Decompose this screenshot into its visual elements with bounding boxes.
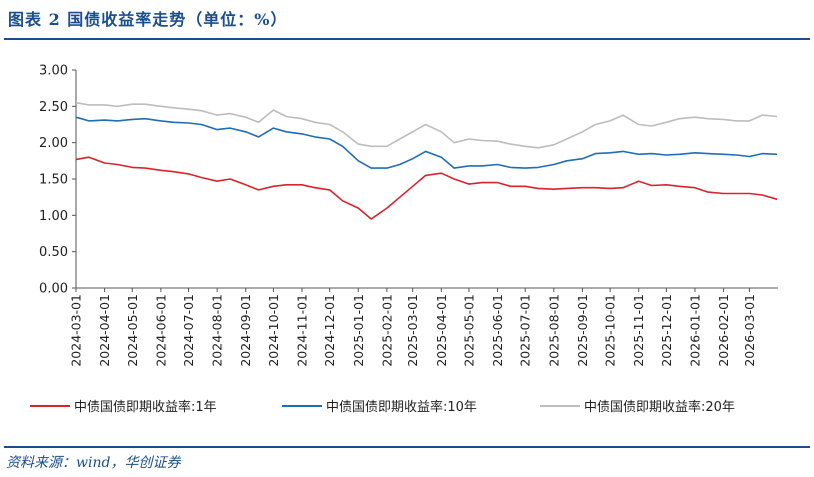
top-rule bbox=[4, 38, 810, 40]
legend-label: 中债国债即期收益率:10年 bbox=[326, 399, 477, 415]
figure-header: 图表 2 国债收益率走势（单位：%） bbox=[4, 0, 810, 40]
x-tick-label: 2024-07-01 bbox=[181, 294, 196, 367]
source-note: 资料来源：wind，华创证券 bbox=[6, 455, 181, 471]
x-tick-label: 2024-11-01 bbox=[295, 294, 310, 367]
x-tick-label: 2025-03-01 bbox=[405, 294, 420, 367]
x-tick-label: 2026-02-01 bbox=[716, 294, 731, 367]
y-tick-label: 1.50 bbox=[39, 173, 68, 188]
y-tick-label: 0.50 bbox=[39, 245, 68, 260]
x-tick-label: 2025-11-01 bbox=[631, 294, 646, 367]
x-tick-label: 2024-06-01 bbox=[153, 294, 168, 367]
y-tick-label: 2.00 bbox=[39, 136, 68, 151]
x-tick-label: 2024-04-01 bbox=[97, 294, 112, 367]
series-line-2 bbox=[75, 101, 778, 149]
x-tick-label: 2025-02-01 bbox=[379, 294, 394, 367]
legend-label: 中债国债即期收益率:20年 bbox=[584, 399, 735, 415]
x-tick-label: 2025-10-01 bbox=[603, 294, 618, 367]
y-tick-label: 3.00 bbox=[39, 64, 68, 79]
x-tick-label: 2024-08-01 bbox=[210, 294, 225, 367]
series-line-0 bbox=[75, 156, 778, 220]
x-tick-label: 2025-07-01 bbox=[518, 294, 533, 367]
x-tick-label: 2024-03-01 bbox=[69, 294, 84, 367]
x-tick-label: 2025-04-01 bbox=[434, 294, 449, 367]
y-tick-label: 0.00 bbox=[39, 282, 68, 297]
x-tick-label: 2026-01-01 bbox=[687, 294, 702, 367]
x-tick-label: 2024-12-01 bbox=[322, 294, 337, 367]
x-tick-label: 2025-05-01 bbox=[461, 294, 476, 367]
x-tick-label: 2026-03-01 bbox=[742, 294, 757, 367]
x-tick-label: 2024-09-01 bbox=[238, 294, 253, 367]
x-tick-label: 2024-05-01 bbox=[125, 294, 140, 367]
bottom-rule bbox=[4, 446, 810, 448]
x-tick-label: 2025-08-01 bbox=[546, 294, 561, 367]
figure-title: 图表 2 国债收益率走势（单位：%） bbox=[8, 10, 288, 29]
series-line-1 bbox=[75, 116, 778, 169]
x-tick-label: 2025-01-01 bbox=[351, 294, 366, 367]
y-tick-label: 1.00 bbox=[39, 209, 68, 224]
x-tick-label: 2025-12-01 bbox=[659, 294, 674, 367]
x-tick-label: 2024-10-01 bbox=[266, 294, 281, 367]
x-tick-label: 2025-06-01 bbox=[490, 294, 505, 367]
legend-label: 中债国债即期收益率:1年 bbox=[74, 399, 217, 415]
x-tick-label: 2025-09-01 bbox=[575, 294, 590, 367]
y-tick-label: 2.50 bbox=[39, 100, 68, 115]
